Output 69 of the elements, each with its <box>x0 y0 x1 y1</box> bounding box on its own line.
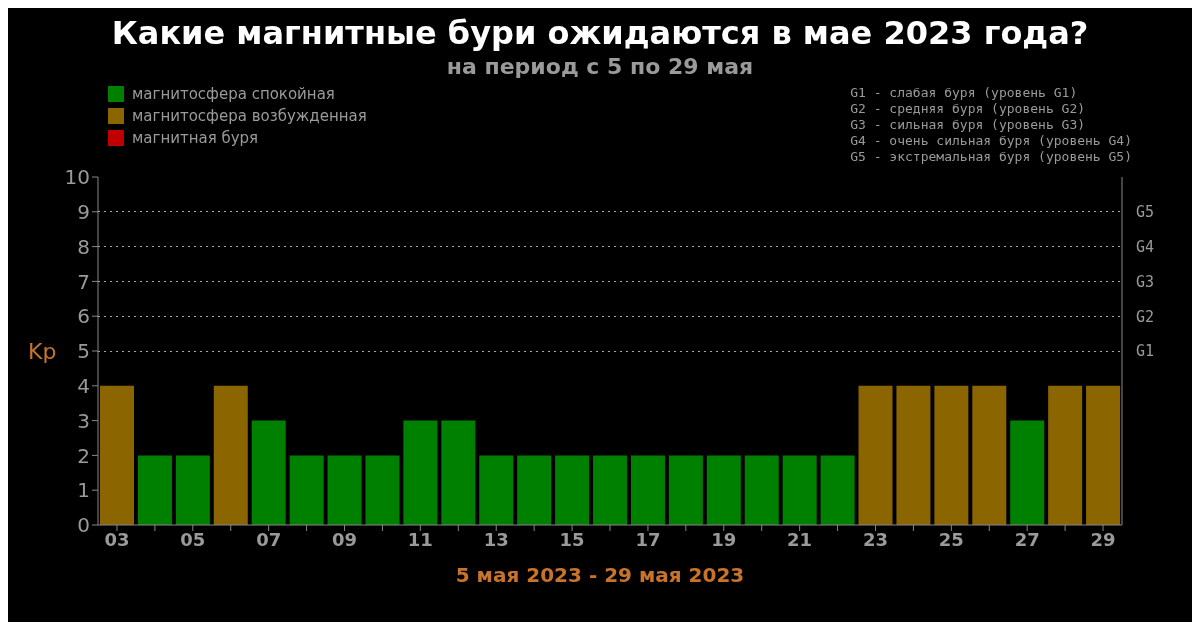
text: G3 - сильная буря (уровень G3) <box>850 117 1087 133</box>
y-tick-label: 6 <box>77 304 90 329</box>
x-tick-label: 17 <box>635 528 661 550</box>
text: G4 - очень сильная буря (уровень G4) <box>850 133 1132 149</box>
y-tick-label: 8 <box>77 234 90 259</box>
x-tick-label: 29 <box>1090 528 1116 550</box>
text: G2 - средняя буря (уровень G2) <box>850 101 1087 117</box>
bar <box>972 385 1007 525</box>
x-tick-label: 13 <box>483 528 509 550</box>
ref-line-label: G3 <box>1136 272 1155 291</box>
legend-label: магнитосфера возбужденная <box>132 107 367 125</box>
y-tick-label: 5 <box>77 339 90 364</box>
bar <box>137 455 172 525</box>
x-tick-label: 15 <box>559 528 585 550</box>
x-tick-label: 05 <box>180 528 206 550</box>
bar <box>706 455 741 525</box>
bar <box>517 455 552 525</box>
bar <box>744 455 779 525</box>
chart-title: Какие магнитные бури ожидаются в мае 2023 года? <box>110 13 1090 52</box>
ref-line-label: G1 <box>1136 342 1155 361</box>
chart-subtitle: на период с 5 по 29 мая <box>445 54 755 79</box>
x-tick-label: 27 <box>1014 528 1040 550</box>
ref-line-label: G5 <box>1136 203 1155 222</box>
x-tick-label: 09 <box>331 528 358 550</box>
bar <box>858 385 893 525</box>
x-tick-label: 23 <box>862 528 889 550</box>
bar <box>668 455 703 525</box>
y-tick-label: 3 <box>77 408 90 433</box>
bar <box>100 385 134 525</box>
ref-line-label: G4 <box>1136 237 1155 256</box>
y-tick-label: 4 <box>77 373 90 398</box>
ref-line-label: G2 <box>1136 307 1155 326</box>
bar <box>327 455 362 525</box>
bar <box>593 455 628 525</box>
text: G1 - слабая буря (уровень G1) <box>850 85 1079 101</box>
y-tick-label: 0 <box>77 513 90 538</box>
legend-label: магнитосфера спокойная <box>132 85 335 103</box>
y-tick-label: 9 <box>77 199 90 224</box>
bar <box>1010 420 1045 525</box>
x-tick-label: 03 <box>104 528 130 550</box>
y-tick-label: 1 <box>77 478 90 503</box>
bar <box>251 420 286 525</box>
x-tick-label: 11 <box>407 528 433 550</box>
bar <box>820 455 855 525</box>
bar <box>441 420 476 525</box>
y-tick-label: 2 <box>77 443 90 468</box>
bar <box>175 455 210 525</box>
x-tick-label: 19 <box>711 528 737 550</box>
bar <box>479 455 514 525</box>
y-tick-label: 7 <box>77 269 90 294</box>
bar <box>1086 385 1121 525</box>
bar <box>289 455 324 525</box>
legend-label: магнитная буря <box>132 129 259 147</box>
bar <box>403 420 438 525</box>
bar <box>782 455 817 525</box>
y-axis-title: Kp <box>28 338 57 364</box>
x-tick-label: 21 <box>787 528 813 550</box>
bar <box>365 455 400 525</box>
text: 5 мая 2023 - 29 мая 2023 <box>454 563 746 587</box>
x-tick-label: 25 <box>938 528 964 550</box>
bar <box>1048 385 1083 525</box>
bar <box>896 385 931 525</box>
y-tick-label: 10 <box>64 165 90 190</box>
bar <box>213 385 248 525</box>
bar <box>934 385 969 525</box>
bar <box>630 455 665 525</box>
text: G5 - экстремальная буря (уровень G5) <box>850 149 1132 165</box>
bar <box>555 455 590 525</box>
x-tick-label: 07 <box>256 528 282 550</box>
